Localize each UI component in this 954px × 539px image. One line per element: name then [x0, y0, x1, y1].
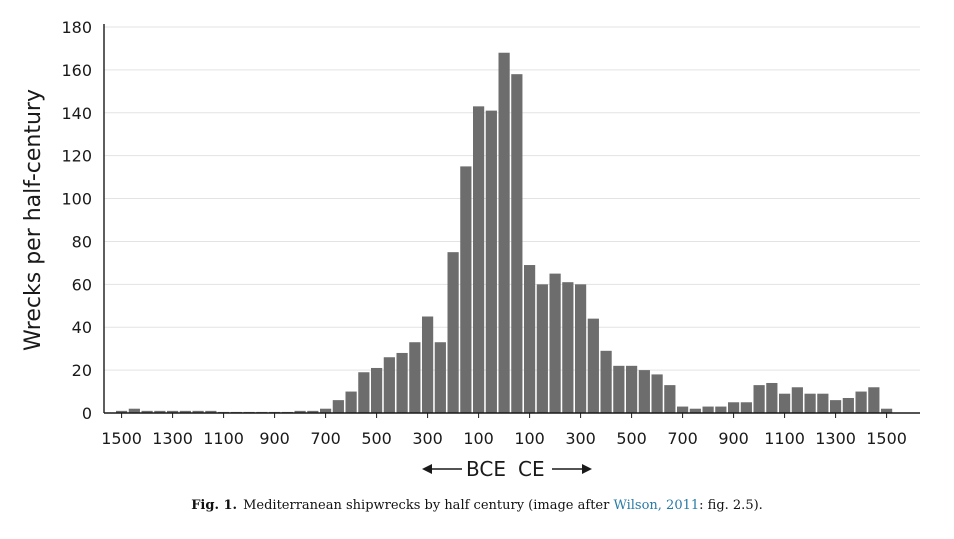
- bar: [536, 284, 548, 413]
- bar: [422, 316, 434, 413]
- caption-text-end: : fig. 2.5).: [699, 498, 763, 513]
- x-tick-label: 100: [463, 429, 494, 448]
- bar: [332, 400, 344, 413]
- bar: [677, 406, 689, 413]
- bar: [587, 318, 599, 413]
- x-tick-label: 500: [361, 429, 392, 448]
- bar: [294, 410, 306, 413]
- bar: [549, 273, 561, 413]
- bar: [154, 410, 166, 413]
- citation-link[interactable]: Wilson, 2011: [613, 498, 700, 513]
- bar: [600, 350, 612, 413]
- y-tick-label: 40: [72, 318, 92, 337]
- x-tick-label: 1500: [866, 429, 907, 448]
- y-axis-label: Wrecks per half-century: [21, 89, 46, 351]
- figure-caption: Fig. 1. Mediterranean shipwrecks by half …: [0, 498, 954, 513]
- bar: [396, 352, 408, 413]
- x-tick-label: 1100: [203, 429, 244, 448]
- y-tick-label: 140: [61, 104, 92, 123]
- x-tick-label: 1300: [815, 429, 856, 448]
- bar: [192, 410, 204, 413]
- x-tick-label: 700: [667, 429, 698, 448]
- bar: [409, 342, 421, 413]
- bar: [575, 284, 587, 413]
- bar: [485, 110, 497, 413]
- y-tick-label: 100: [61, 190, 92, 209]
- bar: [179, 410, 191, 413]
- y-tick-label: 60: [72, 275, 92, 294]
- bar: [689, 408, 701, 413]
- bar: [626, 365, 638, 413]
- y-tick-labels: 0 20 40 60 80 100 120 140 160 180: [61, 18, 92, 423]
- bar: [141, 410, 153, 413]
- bar: [371, 367, 383, 413]
- y-tick-label: 120: [61, 147, 92, 166]
- bar: [524, 265, 536, 413]
- bar: [881, 408, 893, 413]
- axes: [103, 24, 920, 414]
- bar: [651, 374, 663, 413]
- bar: [855, 391, 867, 413]
- bar: [740, 402, 752, 413]
- y-tick-label: 180: [61, 18, 92, 37]
- bar: [766, 382, 778, 413]
- bar: [320, 408, 332, 413]
- bar: [447, 252, 459, 413]
- x-tick-label: 700: [310, 429, 341, 448]
- x-tick-label: 300: [412, 429, 443, 448]
- histogram-chart: 0 20 40 60 80 100 120 140 160 180 1500 1300 1100 900…: [21, 18, 920, 481]
- bar: [434, 342, 446, 413]
- figure-number: Fig. 1.: [191, 498, 238, 513]
- bar: [511, 74, 523, 413]
- x-tick-label: 300: [565, 429, 596, 448]
- bar: [128, 408, 140, 413]
- left-arrow-head: [422, 464, 432, 474]
- bar: [868, 387, 880, 413]
- bar: [804, 393, 816, 413]
- bar: [779, 393, 791, 413]
- x-tick-label: 900: [259, 429, 290, 448]
- x-tick-label: 900: [718, 429, 749, 448]
- bar: [791, 387, 803, 413]
- bar: [473, 106, 485, 413]
- y-tick-label: 160: [61, 61, 92, 80]
- bar: [638, 370, 650, 413]
- bar: [715, 406, 727, 413]
- y-tick-label: 20: [72, 361, 92, 380]
- bar: [460, 166, 472, 413]
- bar: [307, 410, 319, 413]
- bar: [842, 397, 854, 413]
- bar: [817, 393, 829, 413]
- x-tick-label: 100: [514, 429, 545, 448]
- x-tick-label: 1300: [152, 429, 193, 448]
- bar: [345, 391, 357, 413]
- era-indicator: BCE CE: [422, 457, 592, 481]
- bar: [562, 282, 574, 413]
- x-tick-labels: 1500 1300 1100 900 700 500 300 100 100 300 500 700 9…: [101, 413, 907, 448]
- era-label-bce: BCE: [466, 457, 506, 481]
- bar: [613, 365, 625, 413]
- y-tick-label: 80: [72, 232, 92, 251]
- x-tick-label: 1500: [101, 429, 142, 448]
- bar: [358, 372, 370, 413]
- x-tick-label: 500: [616, 429, 647, 448]
- x-tick-label: 1100: [764, 429, 805, 448]
- caption-text: Mediterranean shipwrecks by half century…: [243, 498, 614, 513]
- bar: [383, 357, 395, 413]
- bar: [830, 400, 842, 413]
- y-tick-label: 0: [82, 404, 92, 423]
- bar: [728, 402, 740, 413]
- bar: [664, 385, 676, 413]
- era-label-ce: CE: [518, 457, 545, 481]
- bar: [753, 385, 765, 413]
- bar: [167, 410, 179, 413]
- right-arrow-head: [582, 464, 592, 474]
- bar: [116, 410, 128, 413]
- bar: [498, 52, 510, 413]
- bars: [116, 52, 893, 413]
- bar: [205, 410, 217, 413]
- bar: [702, 406, 714, 413]
